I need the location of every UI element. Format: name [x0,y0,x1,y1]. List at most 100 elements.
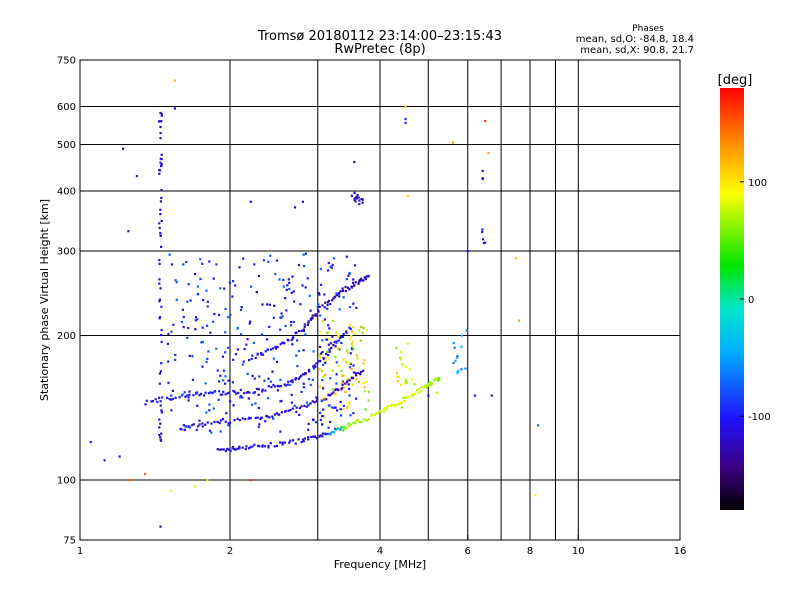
data-point [406,342,410,345]
data-point [329,377,332,380]
data-point [313,401,316,404]
data-point [438,378,441,381]
x-tick-label: 10 [572,546,585,557]
data-point [286,338,289,341]
data-point [340,341,343,345]
data-point [285,288,288,291]
data-point [275,347,278,350]
data-point [311,314,314,317]
data-point [307,320,310,323]
data-point [473,394,476,397]
data-point [326,350,329,353]
axis-ticks: 1 2 4 6 8 10 16 75 100 200 300 400 500 600 750 [57,56,686,558]
data-point [482,238,485,241]
data-point [269,442,272,445]
data-point [224,393,227,396]
data-point [239,388,242,391]
data-point [156,400,159,404]
data-point [231,447,234,450]
plot-grid [80,60,680,540]
data-point [195,428,198,431]
data-point [160,411,163,414]
data-point [355,306,358,309]
data-point [298,376,302,379]
data-point [170,394,173,397]
data-point [267,348,270,351]
data-point [360,326,363,329]
data-point [310,435,313,438]
data-point [265,303,269,306]
data-point [490,394,493,397]
data-point [435,391,438,394]
data-point [158,282,161,285]
data-point [207,350,210,353]
data-point [460,345,463,348]
data-point [327,393,330,397]
data-point [351,376,355,380]
data-point [330,299,334,302]
data-point [285,309,288,312]
data-point [272,316,275,319]
data-point [227,316,230,319]
data-point [167,332,170,336]
data-point [262,259,265,262]
data-point [323,318,326,321]
data-point [325,352,328,356]
data-point [302,253,305,256]
data-point [193,273,197,276]
data-point [319,314,322,317]
data-point [457,369,460,372]
data-point [159,404,162,407]
data-point [167,381,170,384]
data-point [280,399,283,403]
data-point [187,396,190,399]
data-point [361,198,364,201]
data-point [317,303,320,306]
data-point [278,278,281,281]
data-point [334,427,337,430]
data-point [410,394,413,397]
data-point [404,118,407,121]
data-point [231,381,234,384]
data-point [298,330,301,333]
data-point [343,386,346,389]
data-point [341,289,344,292]
data-point [355,354,358,357]
data-point [157,120,161,123]
data-point [377,411,380,414]
data-point [171,389,174,392]
data-point [213,390,216,393]
data-point [280,411,283,414]
data-point [334,295,337,298]
data-point [160,432,163,435]
data-point [297,438,300,441]
data-point [273,445,276,448]
data-point [340,369,343,372]
data-point [401,363,404,366]
data-point [234,353,238,356]
data-point [288,287,291,291]
data-point [265,338,269,341]
y-tick-label: 200 [57,331,76,342]
data-point [416,389,419,392]
data-point [345,255,348,258]
data-point [317,310,320,313]
y-axis-label: Stationary phase Virtual Height [km] [38,199,51,401]
data-point [358,199,361,202]
data-point [311,317,314,320]
data-point [360,420,363,424]
data-point [229,449,232,452]
data-point [268,325,271,328]
data-point [145,399,148,402]
data-point [339,290,342,293]
data-point [400,351,403,354]
data-point [339,400,342,403]
data-point [174,353,177,357]
data-point [356,357,359,360]
data-point [276,389,280,392]
data-point [307,428,310,431]
data-point [335,292,338,295]
data-point [404,382,407,385]
data-point [258,445,261,448]
data-point [359,373,362,376]
